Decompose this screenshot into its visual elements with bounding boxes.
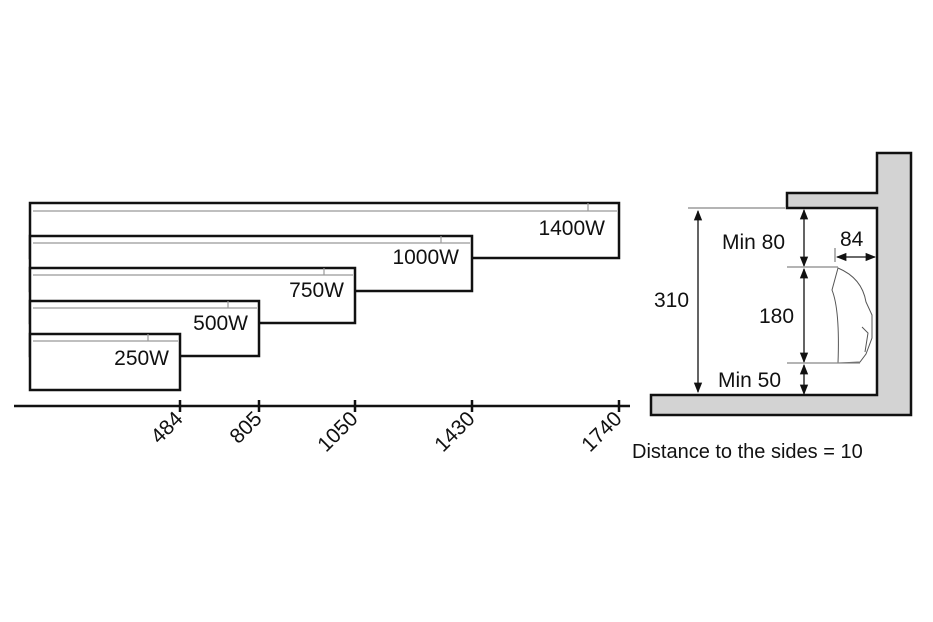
dim-heater-height: 180 bbox=[759, 305, 794, 328]
side-distance-note: Distance to the sides = 10 bbox=[632, 441, 863, 463]
label-250w: 250W bbox=[114, 347, 169, 370]
dimension-lines bbox=[688, 207, 877, 396]
tick-1430: 1430 bbox=[430, 407, 479, 456]
tick-1740: 1740 bbox=[577, 407, 626, 456]
label-1400w: 1400W bbox=[538, 217, 605, 240]
label-500w: 500W bbox=[193, 312, 248, 335]
heater-250w bbox=[28, 332, 182, 392]
dim-top-clearance: Min 80 bbox=[722, 231, 785, 254]
tick-484: 484 bbox=[146, 407, 187, 448]
dim-total-height: 310 bbox=[654, 289, 689, 312]
label-750w: 750W bbox=[289, 279, 344, 302]
label-1000w: 1000W bbox=[392, 246, 459, 269]
tick-1050: 1050 bbox=[313, 407, 362, 456]
tick-805: 805 bbox=[225, 407, 266, 448]
heater-side-profile bbox=[831, 267, 873, 364]
dim-wall-distance: 84 bbox=[840, 228, 864, 251]
wall-floor-ceiling bbox=[649, 151, 913, 417]
heater-lengths bbox=[14, 201, 630, 412]
dim-bottom-clearance: Min 50 bbox=[718, 369, 781, 392]
